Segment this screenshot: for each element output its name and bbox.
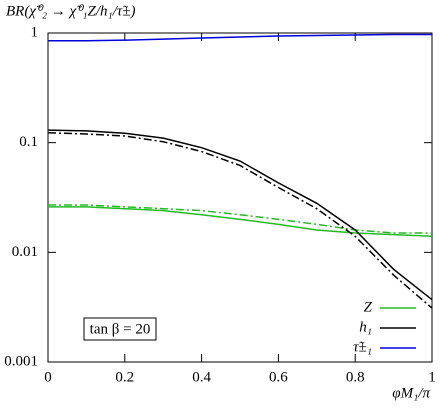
plot-frame: [47, 32, 433, 363]
x-tick-label: 1: [428, 369, 436, 385]
series-line: [47, 132, 433, 309]
y-tick-label: 0.1: [19, 134, 38, 150]
annotation-box: [83, 317, 157, 341]
y-tick-label: 0.001: [4, 353, 38, 369]
annotation: tan β = 20: [90, 321, 151, 337]
legend-label: h₁: [359, 319, 372, 335]
x-tick-label: 0.4: [192, 369, 211, 385]
series-line: [48, 33, 432, 42]
x-tick-label: 0.8: [346, 369, 365, 385]
x-tick-label: 0.6: [269, 369, 288, 385]
y-tick-label: 1: [31, 24, 39, 40]
legend-label: Z: [364, 299, 373, 315]
x-axis-label: φM₁/π: [392, 385, 430, 401]
y-tick-label: 0.01: [12, 244, 38, 260]
series-line: [47, 129, 433, 301]
legend-label: τ̃±₁: [353, 339, 372, 355]
x-tick-label: 0.2: [115, 369, 134, 385]
chart-title: BR(χ̃⁰₂ → χ̃⁰₁Z/h₁/τ̃±): [6, 3, 135, 19]
x-tick-label: 0: [44, 369, 52, 385]
series-line: [48, 204, 432, 234]
series-line: [48, 206, 433, 238]
